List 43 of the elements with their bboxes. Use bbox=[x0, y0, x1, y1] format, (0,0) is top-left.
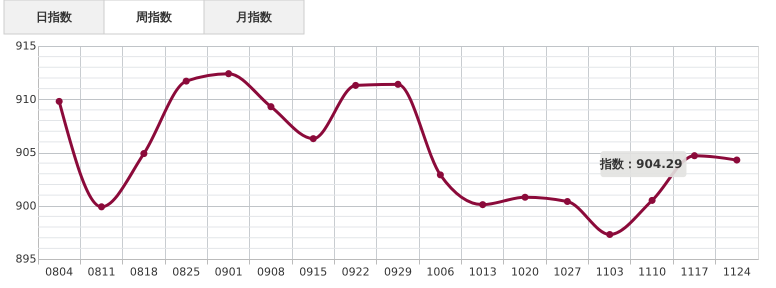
x-tick-label: 1020 bbox=[511, 266, 540, 278]
point bbox=[56, 98, 63, 105]
x-tick-label: 0915 bbox=[299, 266, 328, 278]
point bbox=[479, 201, 486, 208]
x-tick-label: 0922 bbox=[342, 266, 370, 278]
x-tick-label: 1124 bbox=[722, 266, 751, 278]
point bbox=[140, 150, 148, 158]
point bbox=[182, 78, 190, 85]
y-tick-label: 905 bbox=[16, 146, 36, 159]
point bbox=[225, 70, 232, 78]
point bbox=[606, 230, 614, 238]
point bbox=[522, 194, 529, 201]
x-tick-label: 1013 bbox=[468, 266, 497, 278]
text: 日指数 bbox=[36, 10, 73, 24]
point bbox=[394, 80, 402, 88]
point bbox=[267, 103, 274, 110]
x-tick-label: 0818 bbox=[130, 266, 158, 278]
x-tick-label: 0825 bbox=[172, 266, 200, 278]
text: 月指数 bbox=[235, 10, 273, 24]
x-tick-label: 1103 bbox=[596, 266, 624, 278]
point bbox=[98, 203, 106, 210]
x-tick-label: 1110 bbox=[638, 266, 666, 278]
point bbox=[310, 135, 317, 142]
x-tick-label: 1027 bbox=[553, 266, 582, 278]
text: 周指数 bbox=[135, 10, 173, 24]
point bbox=[436, 171, 444, 178]
x-tick-label: 0929 bbox=[384, 266, 412, 278]
y-tick-label: 910 bbox=[16, 92, 36, 106]
y-tick-label: 900 bbox=[16, 199, 36, 212]
point bbox=[733, 156, 740, 164]
annotation: 指数：904.29 bbox=[599, 157, 682, 172]
x-tick-label: 1006 bbox=[426, 266, 454, 278]
x-tick-label: 0811 bbox=[88, 266, 116, 278]
y-tick-label: 895 bbox=[16, 252, 36, 266]
point bbox=[648, 196, 656, 204]
x-tick-label: 0908 bbox=[256, 266, 285, 278]
x-tick-label: 0901 bbox=[214, 266, 243, 278]
x-tick-label: 0804 bbox=[45, 266, 74, 278]
point bbox=[564, 198, 571, 206]
point bbox=[352, 82, 360, 89]
x-tick-label: 1117 bbox=[680, 266, 708, 278]
y-tick-label: 915 bbox=[16, 40, 36, 52]
point bbox=[690, 152, 698, 160]
